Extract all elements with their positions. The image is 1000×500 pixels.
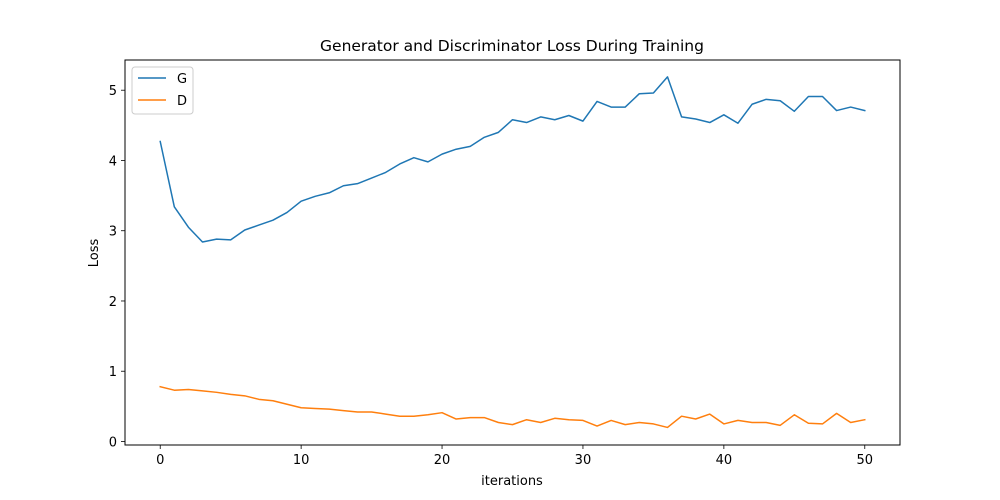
x-tick-label: 50 [856,453,873,468]
y-tick-label: 2 [109,295,117,310]
plot-frame [124,59,901,446]
plot-area: 0 10 20 30 40 50 0 1 2 3 4 5 [109,59,901,468]
x-tick-label: 30 [575,453,592,468]
y-tick-label: 4 [109,154,117,169]
y-tick-label: 0 [109,435,117,450]
chart-title: Generator and Discriminator Loss During … [320,37,704,55]
y-tick-label: 1 [109,365,117,380]
y-tick-label: 5 [109,84,117,99]
series-line-g [159,76,866,243]
y-axis-ticks: 0 1 2 3 4 5 [109,84,125,450]
x-axis-title: iterations [481,474,543,489]
x-tick-label: 20 [434,453,451,468]
series-line-d [159,385,866,429]
x-tick-label: 0 [156,453,164,468]
y-tick-label: 3 [109,225,117,240]
legend-label-d: D [177,94,187,109]
chart-legend: G D [131,66,194,115]
x-axis-ticks: 0 10 20 30 40 50 [156,445,873,468]
series-layer [159,76,866,429]
x-tick-label: 10 [293,453,310,468]
y-axis-title: Loss [87,239,102,268]
x-tick-label: 40 [716,453,733,468]
legend-label-g: G [177,72,187,87]
